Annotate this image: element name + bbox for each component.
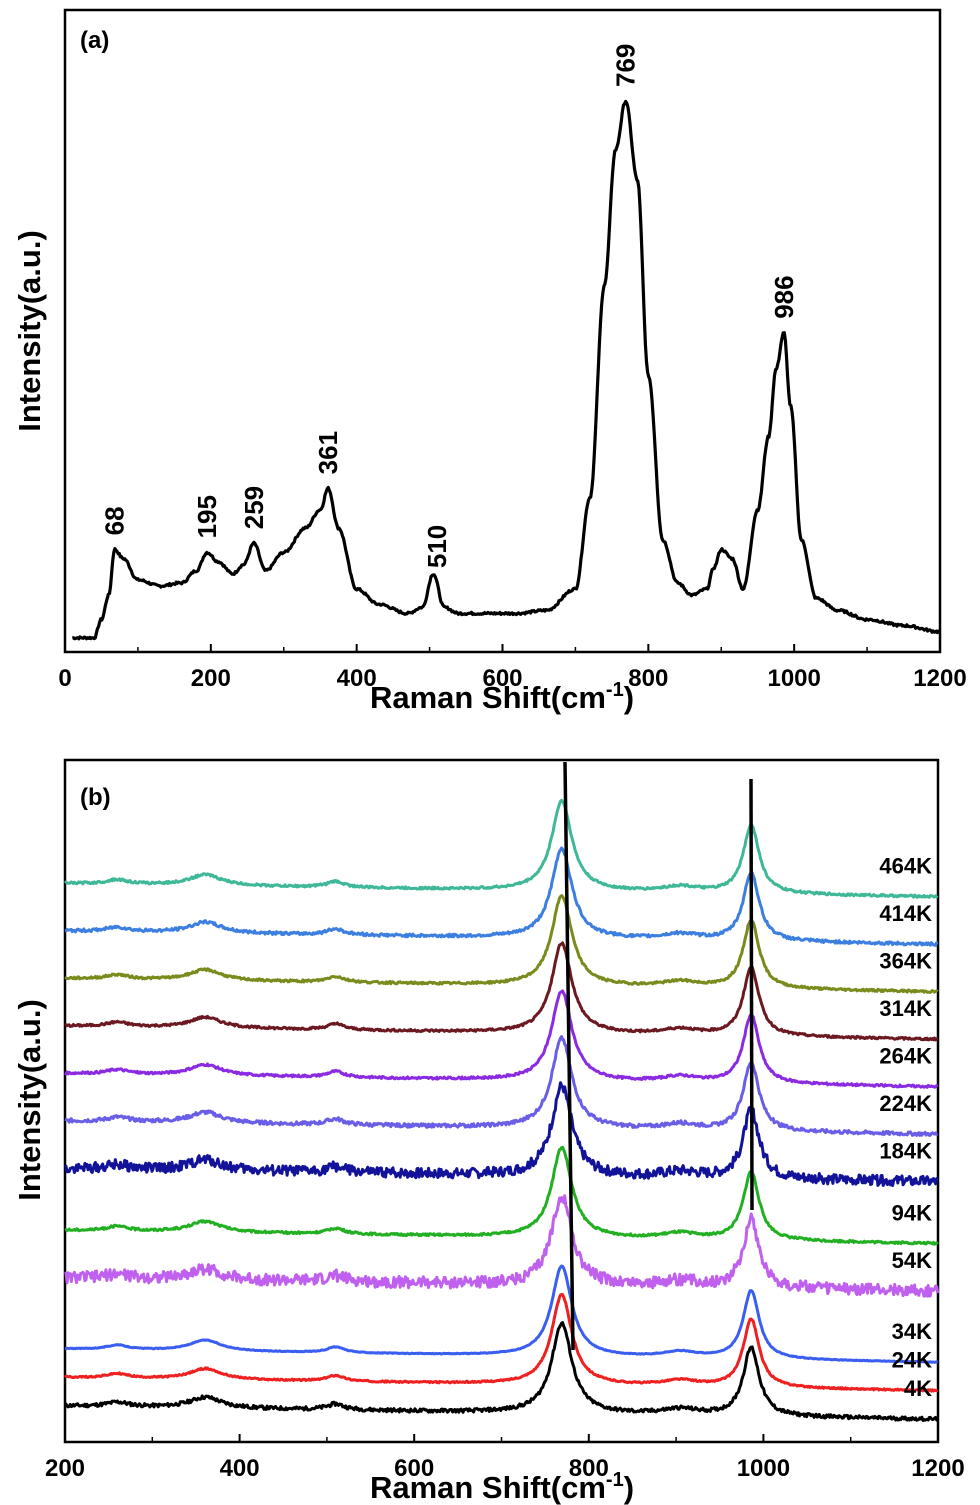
panel-a-x-ticks: 0 200 400 600 800 1000 1200 bbox=[58, 644, 967, 692]
peak-769-guide-line bbox=[563, 761, 575, 1351]
temperature-label: 34K bbox=[892, 1319, 932, 1344]
temperature-label: 94K bbox=[892, 1200, 932, 1225]
temperature-label: 184K bbox=[879, 1139, 932, 1164]
x-tick-label: 800 bbox=[628, 665, 668, 692]
panel-b-label: (b) bbox=[80, 784, 111, 811]
peak-986-guide-line bbox=[749, 778, 754, 1211]
panel-a-frame bbox=[63, 8, 942, 654]
peak-label: 769 bbox=[611, 44, 641, 87]
peak-label: 195 bbox=[192, 495, 222, 538]
x-tick-label: 1200 bbox=[911, 1455, 964, 1482]
temperature-label: 224K bbox=[879, 1091, 932, 1116]
peak-label: 986 bbox=[769, 275, 799, 318]
panel-b-xlabel: Raman Shift(cm-1) bbox=[370, 1469, 634, 1505]
spectrum-line bbox=[64, 846, 939, 947]
x-tick-label: 800 bbox=[569, 1455, 609, 1482]
spectrum-line bbox=[64, 941, 939, 1042]
x-tick-label: 0 bbox=[58, 665, 71, 692]
temperature-label: 414K bbox=[879, 901, 932, 926]
peak-label: 361 bbox=[313, 431, 343, 474]
spectrum-line bbox=[63, 798, 939, 899]
x-tick-label: 200 bbox=[45, 1455, 85, 1482]
x-tick-label: 400 bbox=[220, 1455, 260, 1482]
panel-b-spectra bbox=[63, 798, 940, 1422]
temperature-label: 464K bbox=[879, 854, 932, 879]
x-tick-label: 400 bbox=[337, 665, 377, 692]
x-tick-label: 1000 bbox=[737, 1455, 790, 1482]
panel-a-ylabel: Intensity(a.u.) bbox=[12, 230, 47, 432]
temperature-label: 54K bbox=[892, 1248, 932, 1273]
x-tick-label: 1200 bbox=[913, 665, 966, 692]
panel-a: (a) 0 200 400 600 800 1000 1200 68 195 259 361 510… bbox=[12, 8, 967, 715]
temperature-label: 314K bbox=[879, 996, 932, 1021]
spectrum-line bbox=[63, 1321, 939, 1422]
panel-a-label: (a) bbox=[80, 27, 109, 54]
panel-a-xlabel: Raman Shift(cm-1) bbox=[370, 679, 634, 715]
spectrum-line bbox=[63, 1293, 939, 1393]
panel-b-x-ticks: 200 400 600 800 1000 1200 bbox=[45, 1434, 965, 1482]
temperature-label: 264K bbox=[879, 1044, 932, 1069]
x-tick-label: 1000 bbox=[767, 665, 820, 692]
spectrum-line bbox=[64, 1035, 939, 1137]
spectrum-line bbox=[64, 1264, 939, 1364]
x-tick-label: 600 bbox=[482, 665, 522, 692]
panel-a-peak-labels: 68 195 259 361 510 769 986 bbox=[100, 44, 799, 569]
panel-b-frame bbox=[63, 758, 940, 1444]
panel-a-spectrum-line bbox=[71, 99, 941, 641]
temperature-label: 24K bbox=[892, 1348, 932, 1373]
temperature-label: 364K bbox=[879, 949, 932, 974]
spectrum-line bbox=[64, 894, 939, 994]
spectrum-line bbox=[64, 989, 939, 1089]
x-tick-label: 200 bbox=[191, 665, 231, 692]
peak-label: 510 bbox=[422, 525, 452, 568]
panel-b-temperature-labels: 464K 414K 364K 314K 264K 224K 184K 94K 54K 34K 24K… bbox=[879, 854, 932, 1402]
spectrum-line bbox=[63, 1194, 940, 1298]
panel-b-ylabel: Intensity(a.u.) bbox=[12, 999, 47, 1201]
temperature-label: 4K bbox=[904, 1376, 932, 1401]
x-tick-label: 600 bbox=[394, 1455, 434, 1482]
panel-b: (b) 200 400 600 800 1000 1200 464K 414K 364K 314… bbox=[12, 758, 965, 1505]
peak-label: 68 bbox=[100, 506, 130, 535]
spectrum-line bbox=[64, 1081, 939, 1188]
peak-label: 259 bbox=[239, 486, 269, 529]
spectrum-line bbox=[64, 1145, 939, 1246]
